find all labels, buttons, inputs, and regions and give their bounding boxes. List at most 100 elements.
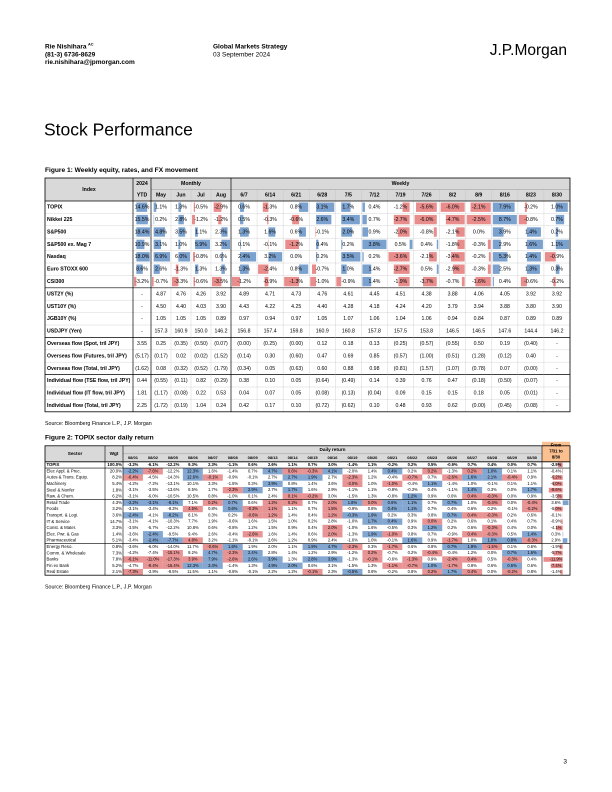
figure-title: Figure 1: Weekly equity, rates, and FX m…: [45, 167, 199, 174]
cell-value: 0.7%: [428, 531, 438, 536]
cell-shade: [142, 531, 163, 538]
cell-value: 4.50: [156, 304, 166, 310]
cell-value: 1.0%: [551, 205, 563, 211]
data-bar: [195, 264, 199, 274]
cell-value: -: [556, 391, 558, 397]
cell-value: -0.4%: [507, 475, 518, 480]
cell-value: -0.1%: [247, 569, 258, 574]
data-bar: [136, 264, 143, 274]
cell-value: -6.1%: [128, 557, 139, 562]
cell-value: 0.7%: [467, 462, 477, 467]
cell-shade: [402, 499, 423, 506]
cell-value: 4.1%: [328, 468, 338, 473]
cell-value: 3.1%: [155, 242, 167, 248]
cell-value: 0.12: [317, 341, 327, 347]
cell-value: -7.6%: [148, 468, 159, 473]
cell-value: 0.8%: [208, 494, 218, 499]
cell-value: 1.6%: [525, 242, 537, 248]
cell-value: 0.0%: [290, 254, 302, 260]
cell-value: -1.3%: [407, 557, 418, 562]
cell-value: -0.6%: [207, 544, 218, 549]
row-label: Comm. & Wholesale: [47, 550, 87, 555]
data-bar: [492, 214, 517, 225]
data-bar: [193, 276, 196, 287]
cell-value: 0.2%: [369, 254, 381, 260]
data-bar: [232, 276, 241, 287]
row-label: TOPIX: [47, 205, 63, 211]
cell-value: -0.1%: [315, 229, 329, 235]
cell-value: -2.9%: [214, 205, 228, 211]
cell-value: 11.5%: [187, 569, 199, 574]
cell-value: -: [556, 403, 558, 409]
data-bar: [552, 475, 563, 480]
cell-value: -2.3%: [227, 487, 238, 492]
column-header: 6/14: [265, 193, 275, 199]
cell-value: 7.1%: [188, 500, 198, 505]
cell-shade: [123, 468, 143, 475]
cell-value: 0.9%: [527, 494, 537, 499]
cell-shade: [123, 568, 143, 576]
cell-value: -8.2%: [168, 512, 179, 517]
cell-value: -1.2%: [289, 242, 303, 248]
data-bar: [428, 252, 437, 262]
cell-value: -9.4%: [148, 563, 159, 568]
cell-value: 7.7%: [188, 519, 198, 524]
data-bar: [559, 544, 563, 550]
cell-value: -: [556, 366, 558, 372]
cell-value: 0.89: [552, 316, 562, 322]
cell-value: (0.32): [174, 366, 188, 372]
row-label: Individual flow (TSE flow, tril JPY): [47, 378, 131, 384]
cell-shade: [462, 468, 483, 475]
cell-value: 159.8: [290, 329, 303, 335]
cell-value: 1.4%: [368, 468, 378, 473]
cell-value: 2.4%: [328, 538, 338, 543]
cell-value: -3.2%: [128, 462, 139, 467]
cell-value: 2.8%: [268, 550, 278, 555]
cell-shade: [442, 474, 463, 481]
column-header: 7/5: [345, 193, 352, 199]
cell-shade: [402, 562, 423, 569]
data-bar: [562, 538, 568, 543]
cell-value: 160.8: [342, 329, 355, 335]
author-name: Rie Nishihara: [45, 44, 87, 51]
data-bar: [136, 239, 145, 250]
cell-shade: [442, 537, 463, 544]
cell-value: -0.9%: [447, 462, 458, 467]
cell-value: 0.40: [526, 353, 536, 359]
cell-value: 0.0%: [507, 494, 517, 499]
cell-value: 1.6%: [208, 468, 218, 473]
cell-value: -0.7%: [154, 279, 168, 285]
cell-shade: [502, 550, 523, 557]
cell-value: -2.6%: [447, 475, 458, 480]
data-bar: [316, 239, 319, 250]
cell-value: (1.57): [420, 366, 434, 372]
cell-value: -0.4%: [527, 500, 538, 505]
cell-value: 2.8%: [175, 217, 187, 223]
cell-shade: [123, 512, 143, 519]
cell-value: 1.3%: [288, 557, 298, 562]
report-date: 03 September 2024: [213, 52, 270, 59]
data-bar: [440, 202, 465, 212]
column-header: 7/26: [422, 193, 432, 199]
cell-value: 0.2%: [288, 500, 298, 505]
cell-value: 1.1%: [551, 242, 563, 248]
cell-value: -4.5%: [148, 475, 159, 480]
cell-value: (0.01): [524, 391, 538, 397]
cell-shade: [262, 562, 283, 569]
cell-value: -2.6%: [247, 531, 258, 536]
cell-value: -1.0%: [387, 531, 398, 536]
cell-value: 0.85: [369, 353, 379, 359]
data-bar: [558, 462, 563, 468]
cell-shade: [142, 468, 163, 475]
cell-value: (0.55): [446, 341, 460, 347]
cell-value: 160.9: [175, 329, 188, 335]
cell-value: 1.7%: [342, 205, 354, 211]
cell-value: 0.47: [317, 353, 327, 359]
cell-value: 3.2%: [215, 242, 227, 248]
cell-value: (0.51): [446, 353, 460, 359]
row-label: Pharmaceutical: [47, 538, 77, 543]
cell-value: -1.6%: [472, 279, 486, 285]
cell-value: 10.9%: [135, 242, 150, 248]
cell-shade: [242, 487, 263, 494]
cell-value: 0.7%: [448, 544, 458, 549]
